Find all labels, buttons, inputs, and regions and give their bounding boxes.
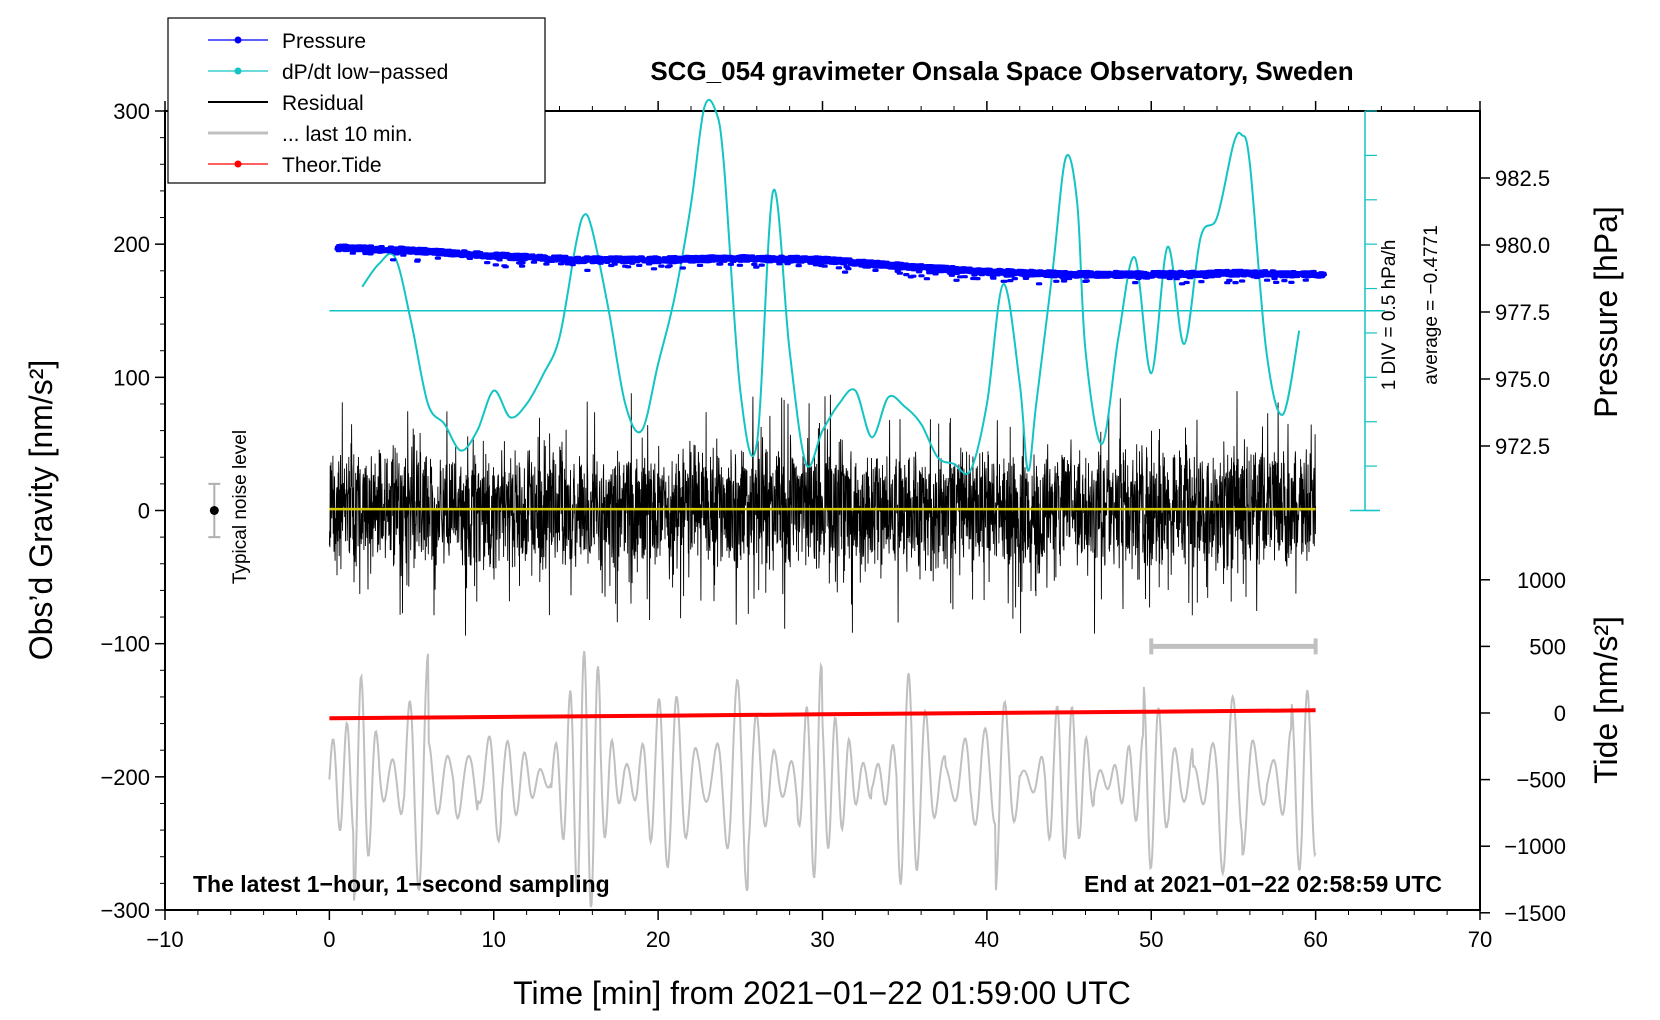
- legend-dpdt-dot: [234, 67, 242, 75]
- end-time-annotation: End at 2021−01−22 02:58:59 UTC: [1084, 871, 1442, 897]
- pressure-dots: [334, 243, 1327, 286]
- tide-line: [329, 708, 1316, 721]
- legend: Pressure dP/dt low−passed Residual ... l…: [167, 17, 546, 184]
- tide-tick-label: −1000: [1504, 834, 1566, 859]
- legend-pressure-label: Pressure: [282, 30, 366, 53]
- tide-tick-label: 1000: [1517, 568, 1566, 593]
- pressure-tick-label: 972.5: [1495, 434, 1550, 459]
- legend-dpdt-label: dP/dt low−passed: [282, 61, 448, 84]
- tide-tick-label: 500: [1529, 634, 1566, 659]
- legend-residual-label: Residual: [282, 92, 364, 115]
- tide-tick-label: 0: [1554, 701, 1566, 726]
- y-left-tick-label: 300: [113, 99, 150, 124]
- pressure-tick-label: 982.5: [1495, 166, 1550, 191]
- dpdt-average-label: average = −0.4771: [1421, 225, 1442, 385]
- pressure-tick-label: 977.5: [1495, 300, 1550, 325]
- scale-marks: [208, 110, 1380, 655]
- x-tick-label: 70: [1468, 927, 1492, 952]
- tide-axis-title: Tide [nm/s²]: [1588, 616, 1624, 784]
- x-axis-title: Time [min] from 2021−01−22 01:59:00 UTC: [513, 975, 1131, 1011]
- legend-entry-tide: Theor.Tide: [208, 154, 382, 177]
- last10-min-series: [328, 650, 1317, 908]
- pressure-series: [334, 243, 1327, 286]
- legend-box: [167, 17, 546, 184]
- y-left-tick-label: −300: [100, 898, 150, 923]
- pressure-axis-title: Pressure [hPa]: [1588, 206, 1624, 418]
- y-left-axis-ticks: 300 200 100 0 −100 −200 −300: [100, 99, 165, 923]
- x-tick-label: 20: [646, 927, 670, 952]
- y-left-tick-label: −200: [100, 765, 150, 790]
- x-tick-label: 50: [1139, 927, 1163, 952]
- x-tick-label: 40: [975, 927, 999, 952]
- y-left-tick-label: 100: [113, 365, 150, 390]
- theoretical-tide-series: [329, 708, 1316, 721]
- legend-entry-last10: ... last 10 min.: [208, 123, 413, 146]
- pressure-axis-ticks: 982.5 980.0 977.5 975.0 972.5: [1480, 166, 1550, 459]
- x-axis-ticks: −10 0 10 20 30 40 50 60 70: [146, 101, 1492, 952]
- x-tick-label: 10: [482, 927, 506, 952]
- noise-level-dot: [209, 506, 219, 515]
- x-tick-label: 60: [1303, 927, 1327, 952]
- last10-line: [328, 650, 1317, 908]
- pressure-tick-label: 975.0: [1495, 367, 1550, 392]
- tide-axis-ticks: 1000 500 0 −500 −1000 −1500: [1480, 568, 1566, 926]
- sampling-annotation: The latest 1−hour, 1−second sampling: [193, 871, 610, 897]
- x-tick-label: −10: [146, 927, 183, 952]
- legend-pressure-dot: [234, 36, 242, 44]
- y-left-axis-title: Obs’d Gravity [nm/s²]: [23, 360, 59, 661]
- tide-tick-label: −1500: [1504, 901, 1566, 926]
- legend-entry-dpdt: dP/dt low−passed: [208, 61, 448, 84]
- residual-line: [328, 391, 1317, 636]
- residual-series: [328, 391, 1317, 636]
- dpdt-curve: [361, 98, 1301, 476]
- noise-level-label: Typical noise level: [230, 430, 251, 584]
- x-tick-label: 0: [323, 927, 335, 952]
- legend-entry-residual: Residual: [208, 92, 364, 115]
- legend-entry-pressure: Pressure: [208, 30, 366, 53]
- y-left-tick-label: −100: [100, 632, 150, 657]
- tide-tick-label: −500: [1516, 768, 1566, 793]
- y-left-tick-label: 0: [138, 499, 150, 524]
- chart-title: SCG_054 gravimeter Onsala Space Observat…: [650, 56, 1353, 86]
- y-left-tick-label: 200: [113, 232, 150, 257]
- legend-tide-dot: [234, 160, 242, 168]
- pressure-tick-label: 980.0: [1495, 233, 1550, 258]
- legend-tide-label: Theor.Tide: [282, 154, 382, 177]
- legend-last10-label: ... last 10 min.: [282, 123, 413, 146]
- dpdt-scale-label: 1 DIV = 0.5 hPa/h: [1379, 240, 1400, 391]
- x-tick-label: 30: [810, 927, 834, 952]
- dpdt-series: [329, 98, 1385, 476]
